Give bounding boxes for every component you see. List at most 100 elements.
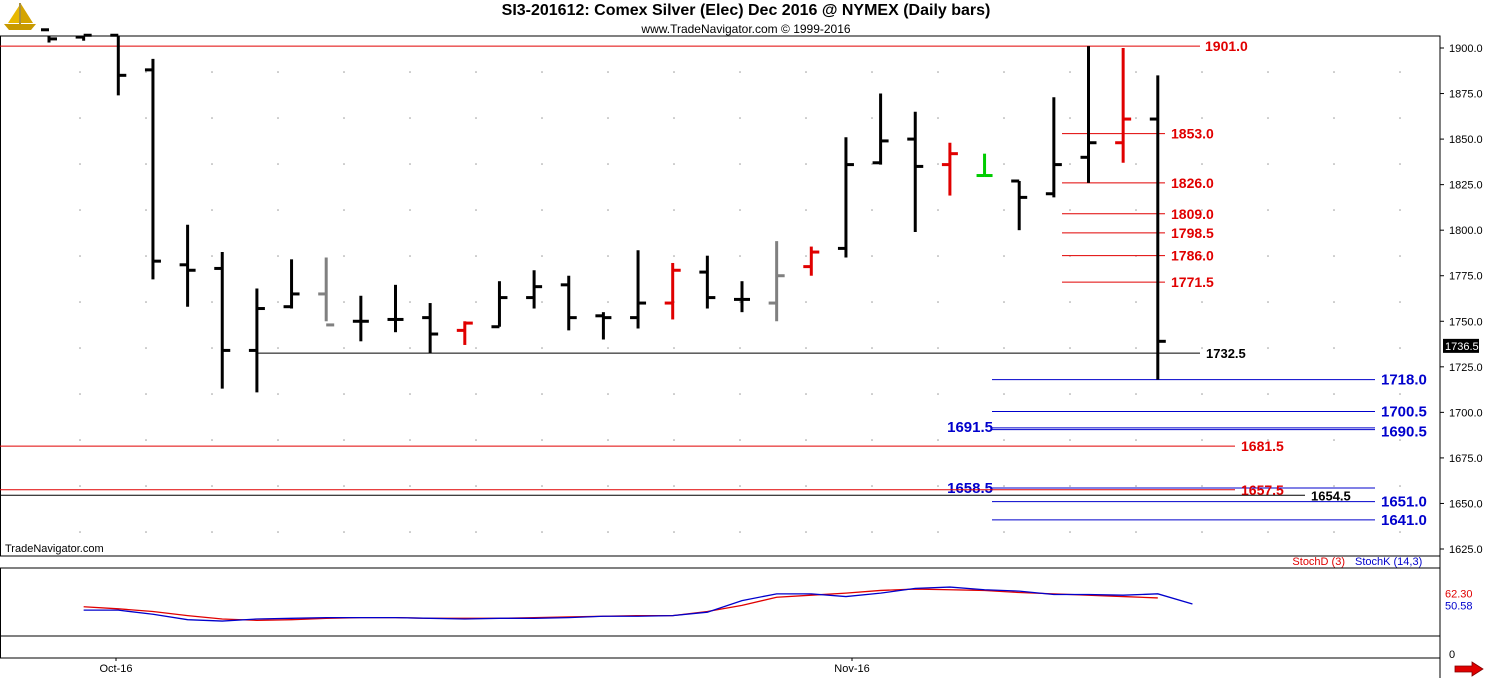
grid-dot [607, 485, 609, 487]
grid-dot [409, 301, 411, 303]
ohlc-bar [837, 137, 854, 258]
grid-dot [277, 209, 279, 211]
grid-dot [1003, 485, 1005, 487]
stoch-legend-d: StochD (3) [1292, 556, 1345, 568]
grid-dot [673, 439, 675, 441]
grid-dot [937, 531, 939, 533]
grid-dot [1201, 531, 1203, 533]
ohlc-bar [941, 142, 958, 196]
grid-dot [1267, 347, 1269, 349]
y-axis-layer: 1625.0 1650.0 1675.0 1700.0 1725.0 1750.0 1775… [1440, 43, 1483, 556]
grid-dot [277, 255, 279, 257]
grid-dot [475, 485, 477, 487]
ohlc-bar [630, 250, 647, 329]
ohlc-bar [283, 259, 300, 309]
grid-dot [607, 71, 609, 73]
grid-dot [277, 347, 279, 349]
grid-dot [475, 347, 477, 349]
grid-dot [409, 347, 411, 349]
grid-dot [1201, 393, 1203, 395]
level-label-1681-5: 1681.5 [1241, 438, 1284, 454]
grid-dot [277, 531, 279, 533]
grid-dot [343, 209, 345, 211]
grid-dot [1333, 209, 1335, 211]
grid-dot [607, 347, 609, 349]
grid-dot [673, 209, 675, 211]
grid-dot [1333, 301, 1335, 303]
grid-dot [607, 439, 609, 441]
grid-dot [343, 347, 345, 349]
grid-dot [871, 209, 873, 211]
ohlc-bar [1115, 48, 1132, 163]
grid-dot [1267, 71, 1269, 73]
grid-dot [211, 255, 213, 257]
grid-dot [1201, 117, 1203, 119]
grid-dot [211, 439, 213, 441]
ohlc-bar [560, 275, 577, 331]
grid-dot [475, 301, 477, 303]
grid-dot [1333, 117, 1335, 119]
grid-dot [79, 117, 81, 119]
y-tick-label: 1650.0 [1449, 498, 1483, 510]
grid-dot [607, 209, 609, 211]
ship-sailboat-icon [4, 3, 36, 30]
grid-dot [937, 71, 939, 73]
level-label-1641-0: 1641.0 [1381, 512, 1427, 529]
grid-dot [79, 301, 81, 303]
grid-dot [739, 71, 741, 73]
ohlc-bar [75, 33, 92, 41]
y-tick-label: 1850.0 [1449, 134, 1483, 146]
grid-dot [739, 301, 741, 303]
grid-dot [409, 255, 411, 257]
grid-dot [541, 209, 543, 211]
grid-dot [277, 439, 279, 441]
grid-dot [739, 255, 741, 257]
grid-dot [79, 71, 81, 73]
stoch-k-value: 50.58 [1445, 601, 1473, 613]
grid-dot [79, 531, 81, 533]
grid-dot [937, 301, 939, 303]
grid-dot [1267, 117, 1269, 119]
grid-dot [211, 347, 213, 349]
ohlc-bar [387, 284, 404, 333]
grid-dot [673, 393, 675, 395]
grid-dot [1003, 255, 1005, 257]
grid-dot [343, 117, 345, 119]
grid-dot [1333, 163, 1335, 165]
grid-dot [277, 485, 279, 487]
grid-dot [805, 347, 807, 349]
grid-dot [1135, 117, 1137, 119]
grid-dot [409, 163, 411, 165]
grid-dot [739, 209, 741, 211]
grid-dot [1399, 393, 1401, 395]
ohlc-bar [41, 28, 57, 43]
level-label-1771-5: 1771.5 [1171, 274, 1214, 290]
ohlc-bar [1011, 179, 1028, 231]
grid-dot [805, 393, 807, 395]
grid-dot [1267, 439, 1269, 441]
grid-dot [673, 531, 675, 533]
level-label-1732-5: 1732.5 [1206, 346, 1246, 361]
grid-dot [1069, 347, 1071, 349]
grid-dot [739, 531, 741, 533]
grid-dot [475, 117, 477, 119]
scroll-right-arrow-icon[interactable] [1454, 661, 1484, 677]
grid-dot [409, 71, 411, 73]
stoch-legend-k: StochK (14,3) [1355, 556, 1422, 568]
stoch-y-tick-label: 0 [1449, 649, 1455, 661]
x-tick-label: Oct-16 [99, 663, 132, 675]
ohlc-bar [1045, 97, 1062, 198]
level-lines-layer: 1901.0 1853.0 1826.0 1809.0 1798.5 1786.0 1771… [0, 38, 1427, 529]
grid-dot [937, 117, 939, 119]
grid-dot [805, 439, 807, 441]
grid-dot [409, 209, 411, 211]
grid-dot [1267, 393, 1269, 395]
grid-dot [1003, 301, 1005, 303]
grid-dot [343, 255, 345, 257]
grid-dot [1399, 485, 1401, 487]
grid-dot [805, 117, 807, 119]
grid-dot [607, 393, 609, 395]
ohlc-bar [1149, 75, 1166, 380]
grid-dot [1267, 531, 1269, 533]
stoch-series-k [83, 586, 1193, 622]
